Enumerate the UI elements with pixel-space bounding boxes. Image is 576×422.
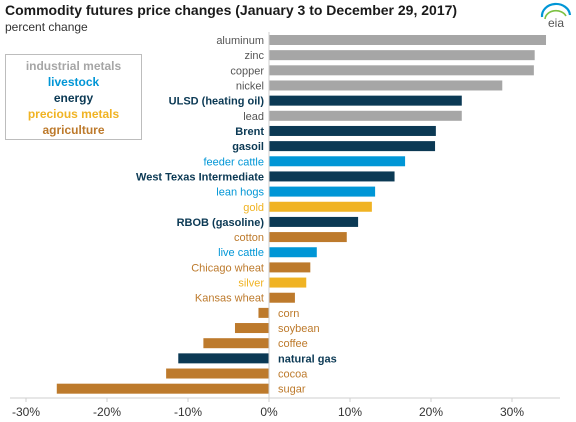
bar-zinc <box>269 50 535 61</box>
x-tick-label: 20% <box>419 405 443 419</box>
bar-kansas-wheat <box>269 292 295 303</box>
bar-label-coffee: coffee <box>278 338 308 350</box>
bar-label-gold: gold <box>243 202 264 214</box>
bar-nickel <box>269 80 503 91</box>
x-tick-label: -10% <box>174 405 202 419</box>
legend-item-energy: energy <box>53 91 94 105</box>
x-tick-label: 30% <box>500 405 524 419</box>
bar-coffee <box>203 338 269 349</box>
bar-label-chicago-wheat: Chicago wheat <box>191 262 264 274</box>
bar-lean-hogs <box>269 186 376 197</box>
bar-soybean <box>234 323 269 334</box>
x-tick-label: -20% <box>93 405 121 419</box>
bar-label-corn: corn <box>278 308 299 320</box>
bar-corn <box>258 307 269 318</box>
bar-label-natural-gas: natural gas <box>278 353 337 365</box>
bar-label-cotton: cotton <box>234 232 264 244</box>
bar-label-ulsd-heating-oil: ULSD (heating oil) <box>169 96 265 108</box>
bar-label-lead: lead <box>243 111 264 123</box>
bar-live-cattle <box>269 247 317 258</box>
bar-label-gasoil: gasoil <box>232 141 264 153</box>
bar-lead <box>269 110 462 121</box>
bar-label-rbob-gasoline: RBOB (gasoline) <box>177 217 265 229</box>
legend-item-livestock: livestock <box>47 75 100 89</box>
eia-logo-icon: eia <box>540 2 572 30</box>
bar-silver <box>269 277 307 288</box>
bar-cotton <box>269 232 347 243</box>
chart-legend: industrial metals livestock energy preci… <box>5 54 142 140</box>
bar-label-soybean: soybean <box>278 323 320 335</box>
bar-label-lean-hogs: lean hogs <box>216 187 264 199</box>
bar-label-west-texas-intermediate: West Texas Intermediate <box>136 171 264 183</box>
chart-title: Commodity futures price changes (January… <box>5 2 458 18</box>
bar-label-brent: Brent <box>235 126 264 138</box>
bar-natural-gas <box>178 353 269 364</box>
bar-feeder-cattle <box>269 156 406 167</box>
bar-copper <box>269 65 534 76</box>
x-tick-label: -30% <box>12 405 40 419</box>
chart-subtitle: percent change <box>5 20 88 34</box>
bar-gold <box>269 201 372 212</box>
bar-label-cocoa: cocoa <box>278 369 308 381</box>
bar-cocoa <box>166 368 269 379</box>
bar-west-texas-intermediate <box>269 171 395 182</box>
bar-label-live-cattle: live cattle <box>218 247 264 259</box>
legend-item-agriculture: agriculture <box>42 123 105 137</box>
bar-ulsd-heating-oil <box>269 95 462 106</box>
bar-brent <box>269 125 436 136</box>
bar-label-silver: silver <box>238 278 264 290</box>
bar-rbob-gasoline <box>269 216 359 227</box>
eia-logo-text: eia <box>548 16 564 30</box>
bar-label-feeder-cattle: feeder cattle <box>203 156 264 168</box>
bar-label-nickel: nickel <box>236 80 264 92</box>
bar-aluminum <box>269 35 547 45</box>
bar-label-sugar: sugar <box>278 384 306 396</box>
bar-label-kansas-wheat: Kansas wheat <box>195 293 264 305</box>
legend-item-industrial-metals: industrial metals <box>25 59 122 73</box>
legend-item-precious-metals: precious metals <box>27 107 120 121</box>
bar-gasoil <box>269 141 436 152</box>
bar-label-aluminum: aluminum <box>216 35 264 47</box>
bar-label-zinc: zinc <box>244 50 264 62</box>
x-tick-label: 0% <box>260 405 278 419</box>
bar-sugar <box>56 383 269 394</box>
bar-chicago-wheat <box>269 262 311 273</box>
bar-label-copper: copper <box>230 65 264 77</box>
x-tick-label: 10% <box>338 405 362 419</box>
